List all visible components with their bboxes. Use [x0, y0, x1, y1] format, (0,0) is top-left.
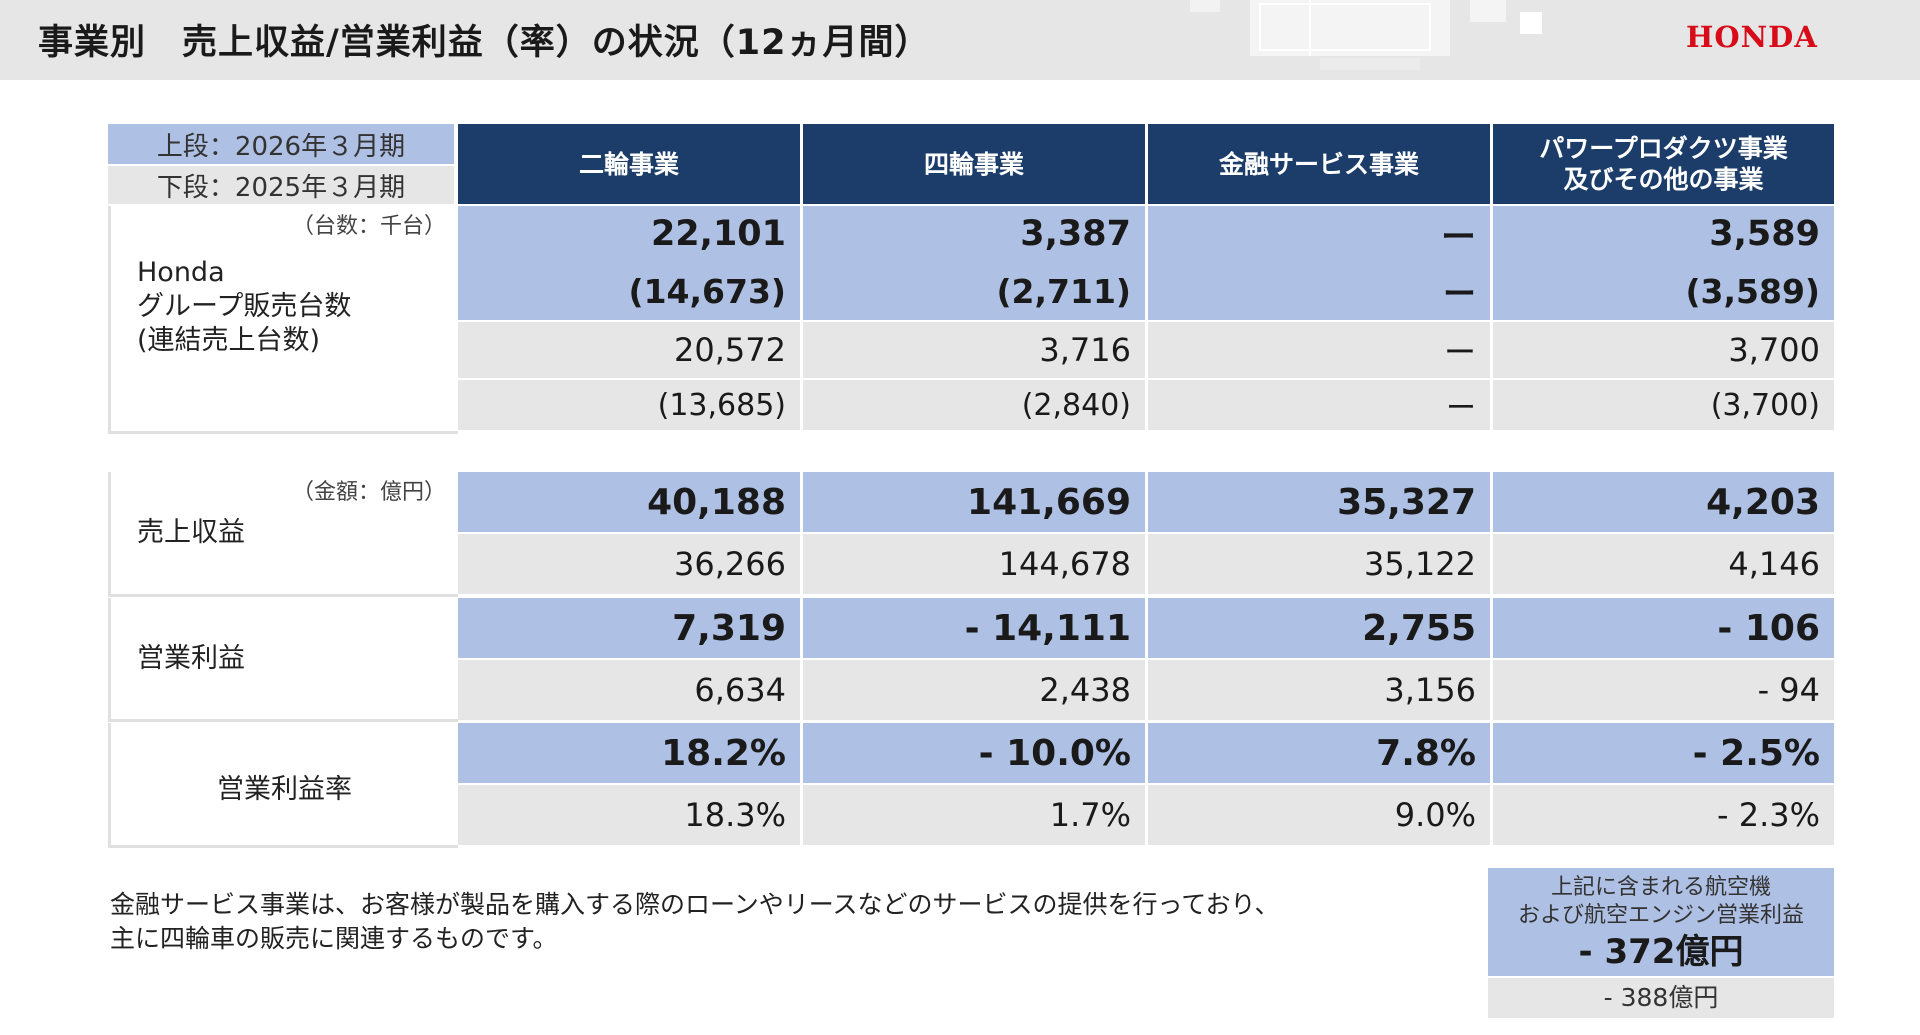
unit-sales-previous-financial-services: ー	[1148, 380, 1490, 430]
unit-sales-current-automobile: 3,387	[803, 206, 1145, 262]
value-current-financial-services: 35,327	[1148, 472, 1490, 532]
row-label-line: (連結売上台数)	[137, 325, 321, 356]
value-current-power-products: - 106	[1493, 598, 1834, 658]
row-label-revenue: （金額：億円） 売上収益	[108, 472, 458, 597]
value-current-motorcycle: 7,319	[458, 598, 800, 658]
value-previous-power-products: - 94	[1493, 660, 1834, 720]
value-current-motorcycle: 40,188	[458, 472, 800, 532]
legend-current-text: 上段：2026年３月期	[156, 131, 406, 162]
column-header-label: 四輪事業	[923, 149, 1024, 179]
value-previous-automobile: 2,438	[803, 660, 1145, 720]
unit-label-count: （台数：千台）	[291, 214, 446, 239]
aviation-previous-value: - 388億円	[1488, 978, 1834, 1018]
column-header-label-line2: 及びその他の事業	[1563, 165, 1764, 194]
row-label-operating-profit: 営業利益	[108, 598, 458, 722]
column-header-label: 金融サービス事業	[1218, 149, 1419, 179]
unit-sales-previous-motorcycle: (13,685)	[458, 380, 800, 430]
row-label-group-unit-sales: （台数：千台） Honda グループ販売台数 (連結売上台数)	[108, 206, 458, 434]
aviation-caption-line: および航空エンジン営業利益	[1517, 903, 1804, 928]
value-current-automobile: 141,669	[803, 472, 1145, 532]
value-current-motorcycle: 18.2%	[458, 723, 800, 783]
column-header-motorcycle: 二輪事業	[458, 124, 800, 204]
unit-sales-previous-power-products: (3,700)	[1493, 380, 1834, 430]
unit-sales-previous-financial-services: ー	[1148, 322, 1490, 378]
unit-sales-current-motorcycle: (14,673)	[458, 262, 800, 320]
row-label-text: 営業利益	[137, 643, 245, 674]
unit-sales-current-power-products: (3,589)	[1493, 262, 1834, 320]
value-previous-financial-services: 9.0%	[1148, 785, 1490, 845]
value-previous-motorcycle: 36,266	[458, 534, 800, 594]
unit-sales-current-financial-services: ー	[1148, 262, 1490, 320]
unit-sales-previous-power-products: 3,700	[1493, 322, 1834, 378]
unit-sales-current-automobile: (2,711)	[803, 262, 1145, 320]
page-title: 事業別 売上収益/営業利益（率）の状況（12ヵ月間）	[38, 23, 931, 63]
column-header-label-line1: パワープロダクツ事業	[1539, 134, 1788, 163]
value-previous-power-products: - 2.3%	[1493, 785, 1834, 845]
value-current-financial-services: 7.8%	[1148, 723, 1490, 783]
unit-sales-previous-motorcycle: 20,572	[458, 322, 800, 378]
value-previous-motorcycle: 18.3%	[458, 785, 800, 845]
aviation-profit-box: 上記に含まれる航空機 および航空エンジン営業利益 - 372億円	[1488, 868, 1834, 976]
unit-sales-current-financial-services: ー	[1148, 206, 1490, 262]
aviation-caption-line: 上記に含まれる航空機	[1550, 875, 1771, 900]
decorative-pattern	[1190, 0, 1542, 70]
value-current-power-products: 4,203	[1493, 472, 1834, 532]
column-header-financial-services: 金融サービス事業	[1148, 124, 1490, 204]
value-previous-automobile: 1.7%	[803, 785, 1145, 845]
footnote-line: 主に四輪車の販売に関連するものです。	[110, 924, 558, 953]
value-current-automobile: - 14,111	[803, 598, 1145, 658]
unit-sales-current-motorcycle: 22,101	[458, 206, 800, 262]
column-header-automobile: 四輪事業	[803, 124, 1145, 204]
value-current-automobile: - 10.0%	[803, 723, 1145, 783]
legend-previous: 下段：2025年３月期	[108, 166, 454, 204]
value-current-financial-services: 2,755	[1148, 598, 1490, 658]
value-previous-motorcycle: 6,634	[458, 660, 800, 720]
aviation-current-value: - 372億円	[1578, 932, 1744, 972]
column-header-power-products: パワープロダクツ事業 及びその他の事業	[1493, 124, 1834, 204]
legend-current: 上段：2026年３月期	[108, 124, 454, 164]
row-label-text: 営業利益率	[217, 774, 352, 805]
value-previous-financial-services: 35,122	[1148, 534, 1490, 594]
title-bar: 事業別 売上収益/営業利益（率）の状況（12ヵ月間） HONDA	[0, 0, 1920, 80]
value-previous-financial-services: 3,156	[1148, 660, 1490, 720]
row-label-line: Honda	[137, 257, 225, 288]
value-previous-automobile: 144,678	[803, 534, 1145, 594]
honda-logo: HONDA	[1686, 20, 1818, 54]
legend-previous-text: 下段：2025年３月期	[156, 172, 406, 203]
unit-sales-previous-automobile: (2,840)	[803, 380, 1145, 430]
footnote: 金融サービス事業は、お客様が製品を購入する際のローンやリースなどのサービスの提供…	[110, 888, 1280, 956]
row-label-line: グループ販売台数	[137, 291, 352, 322]
value-current-power-products: - 2.5%	[1493, 723, 1834, 783]
footnote-line: 金融サービス事業は、お客様が製品を購入する際のローンやリースなどのサービスの提供…	[110, 890, 1280, 919]
column-header-label: 二輪事業	[578, 149, 679, 179]
unit-label-amount: （金額：億円）	[291, 480, 446, 505]
value-previous-power-products: 4,146	[1493, 534, 1834, 594]
row-label-text: 売上収益	[137, 517, 245, 548]
row-label-operating-margin: 営業利益率	[108, 723, 458, 848]
unit-sales-current-power-products: 3,589	[1493, 206, 1834, 262]
unit-sales-previous-automobile: 3,716	[803, 322, 1145, 378]
